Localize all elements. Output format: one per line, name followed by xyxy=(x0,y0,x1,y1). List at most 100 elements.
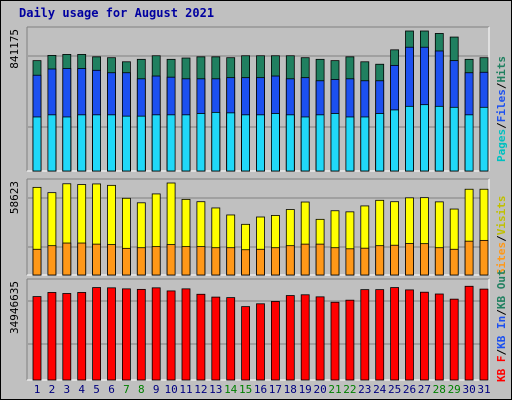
bar-sites-day-22 xyxy=(345,248,355,276)
x-label-day-14: 14 xyxy=(224,383,238,396)
bar-kb-f-day-9 xyxy=(151,287,161,381)
bar-pages-day-29 xyxy=(449,106,459,172)
bar-sites-day-30 xyxy=(464,240,474,276)
bar-kb-f-day-23 xyxy=(360,289,370,381)
bar-sites-day-24 xyxy=(375,245,385,276)
x-label-day-10: 10 xyxy=(164,383,177,396)
bar-kb-f-day-25 xyxy=(390,287,400,381)
bar-sites-day-10 xyxy=(166,244,176,276)
bar-sites-day-18 xyxy=(285,245,295,276)
x-label-day-20: 20 xyxy=(313,383,326,396)
x-label-day-23: 23 xyxy=(358,383,371,396)
x-label-day-31: 31 xyxy=(477,383,490,396)
bar-pages-day-31 xyxy=(479,106,489,172)
bar-pages-day-28 xyxy=(434,105,444,172)
bar-kb-f-day-5 xyxy=(92,287,101,381)
bar-kb-f-day-21 xyxy=(330,301,340,381)
bar-sites-day-15 xyxy=(241,249,251,276)
bar-pages-day-18 xyxy=(285,114,295,172)
legend-visits: Visits xyxy=(495,196,508,236)
bar-kb-f-day-30 xyxy=(464,285,474,381)
bar-kb-f-day-28 xyxy=(434,293,444,381)
x-label-day-28: 28 xyxy=(433,383,446,396)
bar-kb-f-day-22 xyxy=(345,299,355,381)
bar-sites-day-16 xyxy=(256,248,265,276)
legend-panel-2: Sites/Visits xyxy=(495,196,508,276)
bar-pages-day-6 xyxy=(107,114,116,172)
bar-pages-day-30 xyxy=(464,114,474,172)
bar-sites-day-31 xyxy=(479,239,489,276)
x-label-day-29: 29 xyxy=(448,383,461,396)
y-max-label: 841175 xyxy=(8,29,21,69)
panel-2: 58623 xyxy=(8,178,490,276)
bar-pages-day-24 xyxy=(375,113,385,172)
x-label-day-3: 3 xyxy=(63,383,70,396)
x-label-day-5: 5 xyxy=(93,383,100,396)
x-label-day-16: 16 xyxy=(254,383,267,396)
legend-pages: Pages xyxy=(495,129,508,162)
bar-pages-day-21 xyxy=(330,113,340,172)
bar-pages-day-20 xyxy=(315,114,325,172)
x-label-day-13: 13 xyxy=(209,383,222,396)
bar-pages-day-25 xyxy=(390,109,400,172)
bar-kb-f-day-17 xyxy=(270,301,280,381)
x-label-day-17: 17 xyxy=(269,383,282,396)
legend-files: Files xyxy=(495,89,508,122)
y-max-label: 58623 xyxy=(8,181,21,214)
bar-sites-day-29 xyxy=(449,248,459,276)
bar-kb-f-day-29 xyxy=(449,298,459,381)
bar-pages-day-8 xyxy=(136,115,146,172)
bar-kb-f-day-26 xyxy=(405,289,414,381)
x-label-day-15: 15 xyxy=(239,383,252,396)
bar-sites-day-1 xyxy=(32,248,42,276)
chart-title: Daily usage for August 2021 xyxy=(19,6,214,20)
x-label-day-19: 19 xyxy=(299,383,312,396)
x-label-day-1: 1 xyxy=(34,383,41,396)
bar-sites-day-14 xyxy=(226,247,236,276)
x-axis-labels: 1 2 3 4 5 6 7 8 9 10 11 12 13 14 15 16 17 18 19 20 21 22 23 24 2… xyxy=(34,383,491,396)
bar-sites-day-13 xyxy=(211,247,221,276)
bar-sites-day-11 xyxy=(181,246,191,276)
bar-pages-day-26 xyxy=(405,105,414,172)
bar-pages-day-10 xyxy=(166,114,176,172)
legend-separator: / xyxy=(495,309,508,316)
panel-1: 841175 xyxy=(8,26,490,172)
bar-kb-f-day-31 xyxy=(479,288,489,381)
legend-separator: / xyxy=(495,235,508,242)
legend-kb-out: KB Out xyxy=(495,269,508,309)
bar-sites-day-27 xyxy=(419,243,429,276)
bar-sites-day-19 xyxy=(300,243,310,276)
bar-kb-f-day-7 xyxy=(122,288,131,381)
bar-pages-day-14 xyxy=(226,112,236,172)
legend-separator: / xyxy=(495,82,508,89)
bar-pages-day-1 xyxy=(32,116,42,172)
bar-sites-day-25 xyxy=(390,244,400,276)
x-label-day-27: 27 xyxy=(418,383,431,396)
bar-kb-f-day-13 xyxy=(211,296,221,381)
bar-pages-day-12 xyxy=(196,113,206,172)
bar-sites-day-26 xyxy=(405,243,414,276)
bar-pages-day-5 xyxy=(92,114,101,172)
bar-sites-day-12 xyxy=(196,246,206,276)
bar-sites-day-9 xyxy=(151,246,161,276)
bar-kb-f-day-4 xyxy=(77,292,87,381)
legend-sites: Sites xyxy=(495,242,508,275)
legend-hits: Hits xyxy=(495,56,508,83)
bar-kb-f-day-15 xyxy=(241,306,251,381)
bar-pages-day-13 xyxy=(211,111,221,172)
bar-pages-day-3 xyxy=(62,116,72,172)
bar-sites-day-6 xyxy=(107,244,116,276)
bar-kb-f-day-18 xyxy=(285,295,295,381)
bar-pages-day-22 xyxy=(345,116,355,172)
bar-kb-f-day-11 xyxy=(181,288,191,381)
bar-sites-day-2 xyxy=(47,245,57,276)
bar-kb-f-day-14 xyxy=(226,297,236,381)
bar-kb-f-day-8 xyxy=(136,288,146,381)
bar-sites-day-17 xyxy=(270,247,280,276)
x-label-day-9: 9 xyxy=(153,383,160,396)
bar-pages-day-7 xyxy=(122,115,131,172)
x-label-day-7: 7 xyxy=(123,383,130,396)
panel-3: 34946635 xyxy=(8,278,490,381)
bar-sites-day-8 xyxy=(136,247,146,276)
bar-kb-f-day-24 xyxy=(375,289,385,381)
